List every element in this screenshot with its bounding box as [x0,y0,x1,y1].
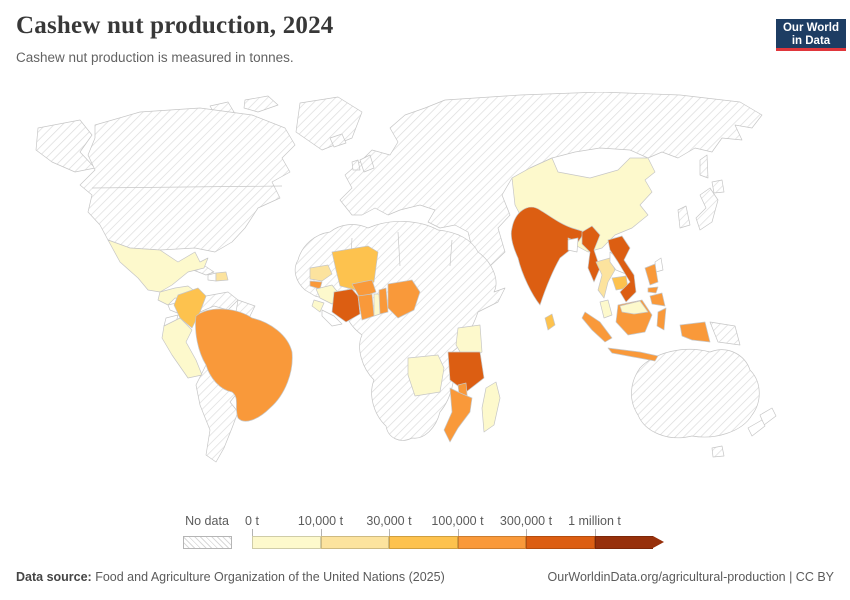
legend-tick-3: 100,000 t [431,514,484,528]
legend-bin-6[interactable] [594,536,653,549]
legend-tick-0: 0 t [245,514,259,528]
country-philippines-luzon[interactable] [644,263,659,286]
country-indonesia-papua[interactable] [679,321,711,343]
country-new-zealand-south[interactable] [747,419,766,437]
country-ireland[interactable] [351,159,361,171]
country-japan-hokkaido [711,179,725,194]
owid-logo-line1: Our World [782,22,839,34]
us-canada-border [91,185,283,189]
country-south-korea[interactable] [677,205,691,229]
legend-no-data-label: No data [185,514,229,528]
footer-link[interactable]: OurWorldinData.org/agricultural-producti… [547,570,834,584]
country-malaysia-borneo[interactable] [619,300,649,315]
country-australia[interactable] [631,349,760,439]
country-vietnam[interactable] [607,235,637,303]
country-dominican-republic[interactable] [215,271,229,282]
country-alaska[interactable] [35,119,96,173]
country-bangladesh[interactable] [567,237,579,253]
data-source-text: Food and Agriculture Organization of the… [95,570,445,584]
legend-tick-1: 10,000 t [297,514,344,528]
country-philippines-visayas[interactable] [647,286,659,294]
legend-tickmark [457,529,459,536]
country-indonesia-sumatra[interactable] [581,311,613,343]
country-mozambique[interactable] [443,387,473,443]
legend-tickmark [389,529,390,536]
legend-bin-2[interactable] [320,536,389,549]
country-iceland[interactable] [329,133,347,148]
region-north-america[interactable] [79,107,296,253]
country-greenland[interactable] [295,96,363,151]
legend-bin-5[interactable] [526,536,595,549]
country-burkina-faso[interactable] [351,279,377,299]
country-philippines-mindanao[interactable] [649,292,666,307]
country-tasmania [711,445,725,458]
legend-bin-1[interactable] [252,536,321,549]
legend-tickmark [252,529,253,536]
country-sierra-leone[interactable] [311,299,325,313]
country-benin[interactable] [378,287,389,315]
owid-logo-line2: in Data [791,35,831,48]
legend-tickmark [594,529,596,536]
legend-tickmark [320,529,322,536]
owid-logo[interactable]: Our World in Data [776,19,846,51]
page-title: Cashew nut production, 2024 [16,12,334,39]
region-arctic-islands [243,95,279,113]
world-map [35,92,777,463]
country-mexico[interactable] [107,239,209,293]
country-india[interactable] [510,206,586,306]
country-angola[interactable] [407,354,445,397]
legend-tick-4: 300,000 t [499,514,553,528]
country-sakhalin [699,154,709,179]
country-haiti[interactable] [207,272,217,282]
country-senegal[interactable] [309,264,333,282]
data-source-label: Data source: [16,570,92,584]
country-cote-divoire[interactable] [331,288,361,323]
legend-tick-2: 30,000 t [366,514,412,528]
country-sri-lanka[interactable] [544,313,556,331]
data-source: Data source: Food and Agriculture Organi… [16,570,445,584]
country-peru[interactable] [161,317,203,379]
legend-no-data-swatch[interactable] [183,536,232,549]
country-nigeria[interactable] [387,279,421,319]
country-papua-new-guinea[interactable] [709,321,741,346]
country-myanmar[interactable] [581,225,601,283]
country-tanzania[interactable] [447,351,485,393]
country-japan[interactable] [695,187,719,231]
country-madagascar[interactable] [481,381,501,433]
country-united-kingdom[interactable] [359,154,375,173]
country-malaysia[interactable] [599,299,613,319]
country-liberia[interactable] [321,309,343,327]
country-brazil[interactable] [195,308,293,422]
legend-color-bar [252,536,664,549]
legend-tick-5: 1 million t [568,514,621,528]
chart-subtitle: Cashew nut production is measured in ton… [16,50,294,65]
legend-bin-3[interactable] [389,536,458,549]
legend-arrow [652,536,664,548]
legend-bin-4[interactable] [457,536,526,549]
country-indonesia-java[interactable] [607,347,659,362]
country-indonesia-sulawesi[interactable] [656,307,667,331]
legend-tickmark [526,529,527,536]
region-eurasia[interactable] [339,92,763,269]
